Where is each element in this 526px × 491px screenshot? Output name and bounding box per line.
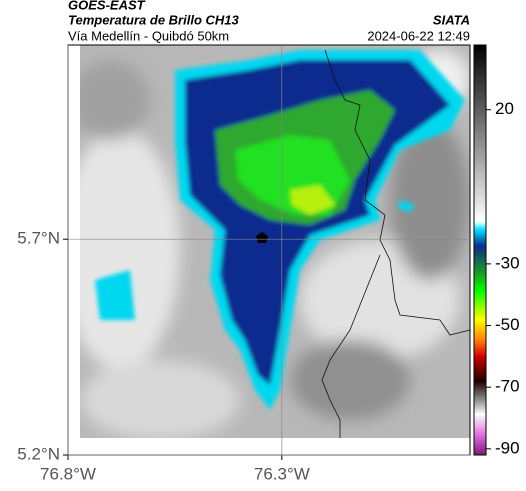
datetime: 2024-06-22 12:49	[367, 28, 470, 43]
x-tick-label: 76.3°W	[254, 464, 310, 483]
satellite-image	[80, 45, 470, 438]
region: Vía Medellín - Quibdó 50km	[68, 28, 229, 43]
colorbar-tick-label: 20	[495, 99, 514, 118]
colorbar	[473, 44, 487, 456]
y-tick-label: 5.2°N	[17, 444, 60, 463]
y-tick-label: 5.7°N	[17, 229, 60, 248]
colorbar-tick-label: -50	[495, 315, 520, 334]
colorbar-tick-label: -70	[495, 377, 520, 396]
product: Temperatura de Brillo CH13	[68, 12, 240, 27]
colorbar-tick-label: -30	[495, 253, 520, 272]
x-tick-label: 76.8°W	[40, 464, 96, 483]
colorbar-tick-label: -90	[495, 438, 520, 457]
agency: SIATA	[433, 12, 470, 27]
source: GOES-EAST	[68, 0, 146, 12]
